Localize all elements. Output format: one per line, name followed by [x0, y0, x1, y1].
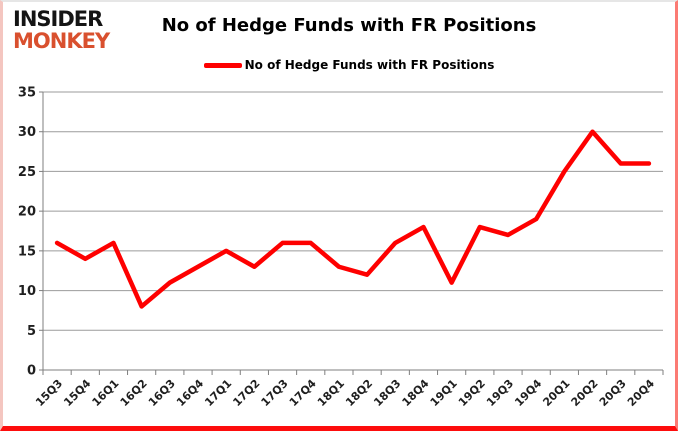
x-tick-label: 16Q1 [90, 377, 122, 409]
x-tick-label: 17Q4 [287, 377, 319, 409]
x-tick-label: 18Q3 [371, 377, 403, 409]
legend-line-swatch [203, 62, 242, 68]
y-tick-label: 0 [27, 364, 36, 379]
y-tick-label: 25 [18, 165, 36, 180]
y-tick-label: 20 [18, 205, 36, 220]
x-tick-label: 17Q3 [259, 377, 291, 409]
y-tick-label: 5 [27, 324, 36, 339]
y-tick-label: 30 [18, 125, 36, 140]
x-tick-label: 18Q1 [315, 377, 347, 409]
x-tick-label: 19Q1 [428, 377, 460, 409]
x-tick-label: 17Q2 [230, 377, 262, 409]
x-tick-label: 18Q2 [343, 377, 375, 409]
x-tick-label: 15Q4 [61, 377, 93, 409]
chart-title: No of Hedge Funds with FR Positions [161, 15, 537, 36]
y-tick-label: 15 [18, 244, 36, 259]
line-chart: 0510152025303515Q315Q416Q116Q216Q316Q417… [18, 86, 664, 409]
legend-label: No of Hedge Funds with FR Positions [244, 58, 495, 72]
y-tick-label: 10 [18, 284, 36, 299]
x-tick-label: 16Q2 [118, 377, 150, 409]
x-tick-label: 19Q2 [456, 377, 488, 409]
x-tick-label: 19Q3 [484, 377, 516, 409]
logo-line-insider: INSIDER [13, 7, 103, 31]
x-tick-label: 20Q3 [597, 377, 629, 409]
x-tick-label: 20Q1 [540, 377, 572, 409]
x-tick-label: 15Q3 [33, 377, 65, 409]
insider-monkey-logo: INSIDER MONKEY [13, 7, 110, 53]
x-tick-label: 16Q3 [146, 377, 178, 409]
legend: No of Hedge Funds with FR Positions [23, 58, 675, 72]
x-tick-label: 18Q4 [400, 377, 432, 409]
y-tick-label: 35 [18, 86, 36, 101]
x-tick-label: 17Q1 [202, 377, 234, 409]
x-tick-label: 19Q4 [512, 377, 544, 409]
logo-line-monkey: MONKEY [13, 29, 110, 53]
x-tick-label: 20Q4 [625, 377, 657, 409]
x-tick-label: 20Q2 [569, 377, 601, 409]
series-line-hedge-funds [54, 129, 652, 309]
x-tick-label: 16Q4 [174, 377, 206, 409]
